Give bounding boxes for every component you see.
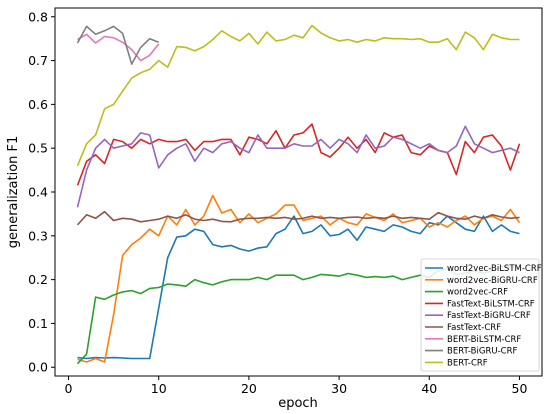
y-tick-label: 0.7	[28, 53, 48, 68]
y-axis-title: generalization F1	[6, 136, 21, 249]
x-tick-label: 10	[151, 381, 167, 396]
y-tick-label: 0.1	[28, 316, 48, 331]
legend: word2vec-BiLSTM-CRF word2vec-BiGRU-CRF wor…	[420, 258, 542, 372]
y-tick-label: 0.4	[28, 185, 48, 200]
x-tick-label: 40	[421, 381, 437, 396]
legend-label-8: BERT-CRF	[447, 358, 488, 368]
legend-label-3: FastText-BiLSTM-CRF	[447, 299, 535, 309]
legend-label-1: word2vec-BiGRU-CRF	[447, 276, 538, 286]
y-tick-label: 0.5	[28, 141, 48, 156]
legend-label-2: word2vec-CRF	[447, 288, 508, 298]
y-tick-label: 0.6	[28, 97, 48, 112]
y-tick-label: 0.8	[28, 9, 48, 24]
series-line-5	[76, 210, 520, 226]
legend-label-0: word2vec-BiLSTM-CRF	[447, 264, 542, 274]
series-line-0	[77, 215, 520, 360]
series-line-6	[77, 33, 160, 62]
x-tick-label: 50	[512, 381, 528, 396]
x-tick-label: 20	[241, 381, 257, 396]
legend-label-7: BERT-BiGRU-CRF	[447, 347, 517, 357]
x-axis-title: epoch	[278, 396, 318, 411]
series-line-8	[76, 24, 520, 167]
legend-label-5: FastText-CRF	[447, 323, 501, 333]
y-tick-label: 0.0	[28, 360, 48, 375]
y-tick-label: 0.2	[28, 272, 48, 287]
series-layer	[76, 24, 521, 365]
legend-label-6: BERT-BiLSTM-CRF	[447, 335, 521, 345]
series-line-1	[77, 194, 521, 363]
series-line-4	[76, 125, 520, 208]
x-tick-label: 30	[331, 381, 347, 396]
legend-label-4: FastText-BiGRU-CRF	[447, 311, 531, 321]
tick-layer: 0 10 20 30 40 50 0.0 0.1 0.2 0.3 0.4 0.5 0.6 0.7 0.8	[28, 9, 527, 396]
series-line-7	[76, 25, 159, 65]
y-tick-label: 0.3	[28, 228, 48, 243]
x-tick-label: 0	[65, 381, 73, 396]
legend-frame	[420, 258, 540, 372]
